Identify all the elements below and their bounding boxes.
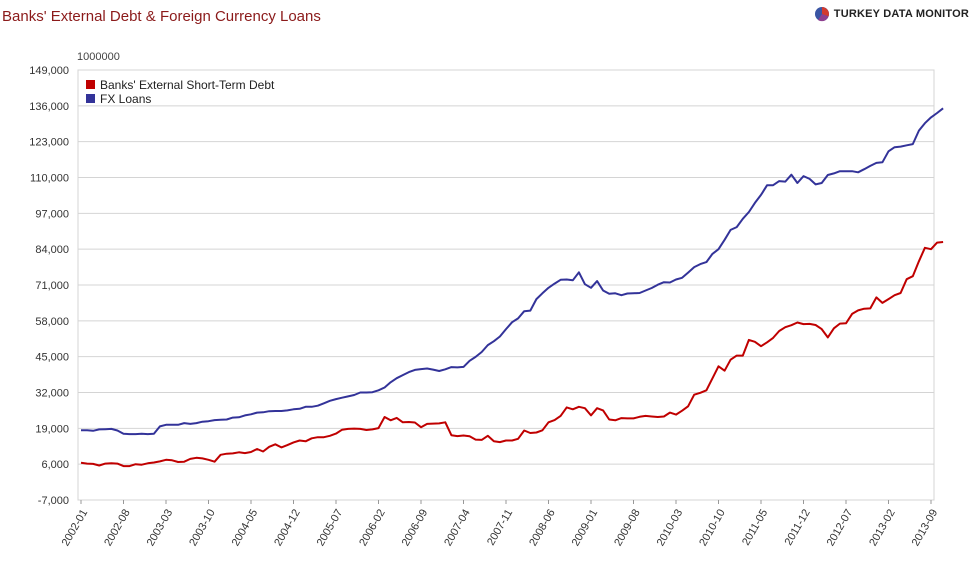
series-line-1	[80, 241, 944, 468]
y-tick-label: 32,000	[35, 388, 69, 400]
y-tick-label: 149,000	[29, 65, 69, 77]
chart-title: Banks' External Debt & Foreign Currency …	[2, 8, 321, 25]
x-tick-label: 2007-04	[442, 507, 473, 548]
y-tick-label: 6,000	[41, 459, 69, 471]
x-tick-label: 2010-03	[655, 507, 686, 548]
x-tick-label: 2011-12	[783, 507, 813, 547]
pie-logo-icon	[814, 7, 829, 22]
x-tick-label: 2002-08	[102, 507, 133, 548]
series-line-2	[81, 107, 944, 436]
y-tick-label: 58,000	[35, 316, 69, 328]
x-tick-label: 2009-08	[612, 507, 643, 548]
x-tick-label: 2009-01	[570, 507, 601, 548]
x-tick-label: 2006-09	[400, 507, 431, 548]
brand-logo: TURKEY DATA MONITOR	[814, 6, 969, 22]
x-tick-label: 2013-02	[867, 507, 898, 548]
y-tick-label: 19,000	[35, 423, 69, 435]
x-tick-label: 2008-06	[527, 507, 558, 548]
legend-swatch	[86, 80, 95, 89]
y-tick-label: 110,000	[30, 173, 69, 185]
y-tick-label: 136,000	[29, 101, 69, 113]
x-tick-label: 2006-02	[357, 507, 388, 548]
y-unit-label: 1000000	[77, 51, 120, 63]
x-tick-label: 2003-10	[187, 507, 218, 548]
y-tick-label: 71,000	[35, 280, 69, 292]
legend-swatch	[86, 94, 95, 103]
x-tick-label: 2005-07	[315, 507, 346, 548]
y-tick-label: 45,000	[35, 352, 69, 364]
x-tick-label: 2011-05	[740, 507, 770, 547]
x-tick-label: 2003-03	[145, 507, 176, 548]
x-tick-label: 2007-11	[485, 507, 515, 547]
x-tick-label: 2013-09	[910, 507, 941, 548]
x-tick-label: 2010-10	[697, 507, 728, 548]
y-tick-label: 97,000	[35, 208, 69, 220]
x-tick-label: 2004-12	[272, 507, 303, 548]
legend-label: FX Loans	[100, 92, 151, 106]
legend-label: Banks' External Short-Term Debt	[100, 78, 275, 92]
y-tick-label: 84,000	[35, 244, 69, 256]
y-tick-label: 123,000	[29, 137, 69, 149]
x-tick-label: 2012-07	[825, 507, 856, 548]
x-tick-label: 2004-05	[230, 507, 261, 548]
y-tick-label: -7,000	[38, 495, 69, 507]
x-tick-label: 2002-01	[60, 507, 91, 548]
brand-name: TURKEY DATA MONITOR	[833, 8, 969, 20]
